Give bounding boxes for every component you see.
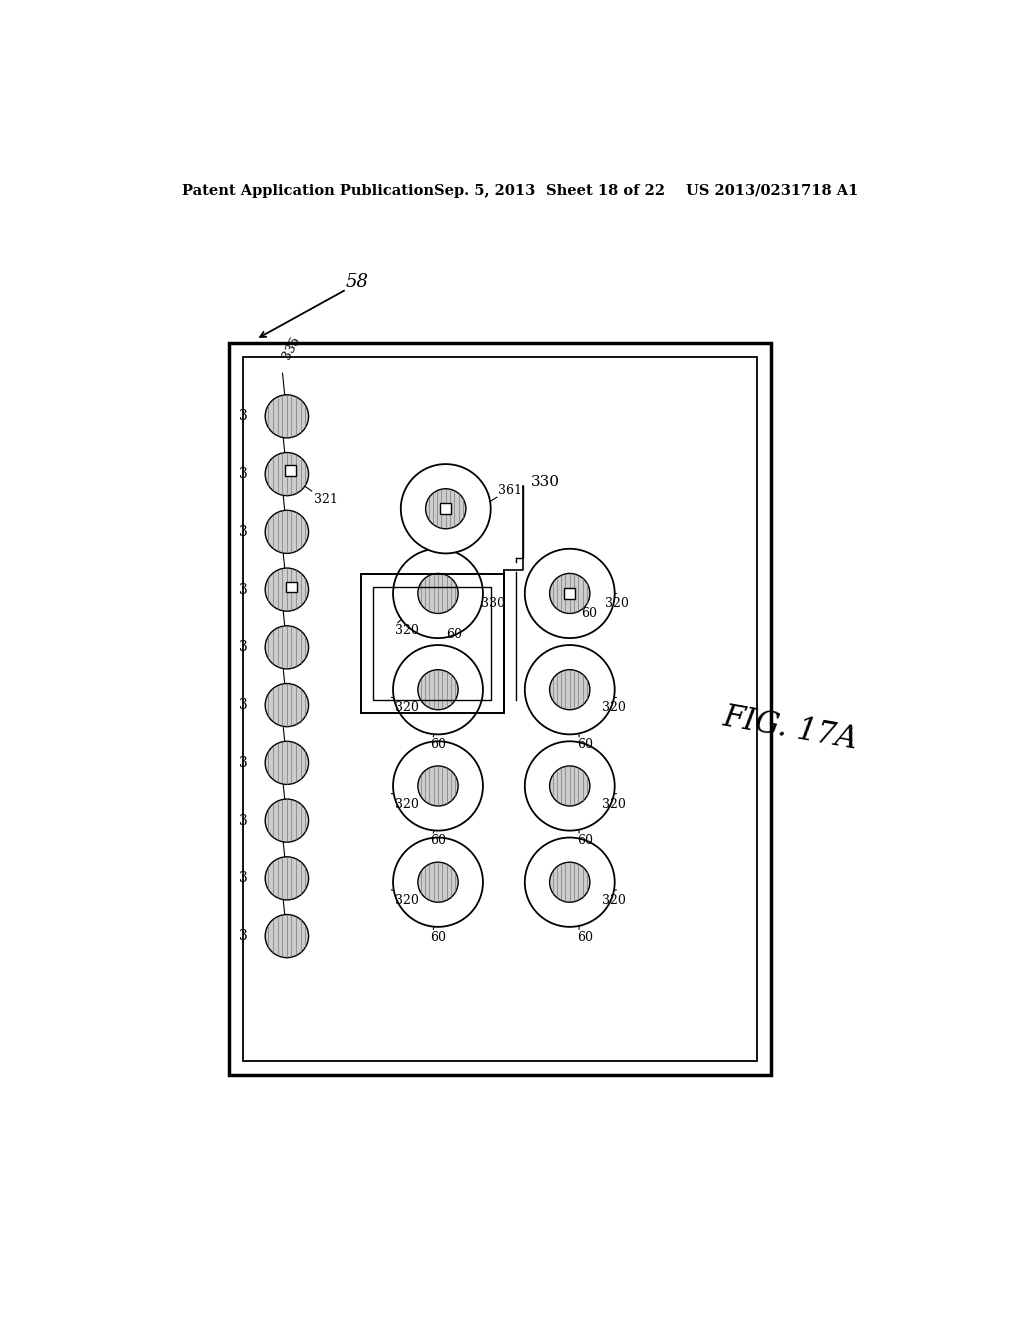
Text: 60: 60 — [430, 931, 446, 944]
Text: 320: 320 — [395, 894, 419, 907]
Text: 335: 335 — [281, 334, 303, 362]
Text: 320: 320 — [395, 797, 419, 810]
Bar — [243, 358, 758, 1061]
Text: 335: 335 — [281, 739, 303, 766]
Circle shape — [550, 573, 590, 614]
Circle shape — [265, 857, 308, 900]
Circle shape — [393, 742, 483, 830]
Circle shape — [265, 511, 308, 553]
Text: 3: 3 — [240, 871, 248, 886]
Text: Sep. 5, 2013: Sep. 5, 2013 — [434, 183, 536, 198]
Circle shape — [265, 626, 308, 669]
Text: 3: 3 — [240, 640, 248, 655]
Circle shape — [524, 742, 614, 830]
Circle shape — [265, 395, 308, 438]
Circle shape — [550, 766, 590, 807]
Text: 60: 60 — [430, 738, 446, 751]
Text: 320: 320 — [602, 701, 626, 714]
Circle shape — [418, 862, 458, 903]
Text: 60: 60 — [578, 834, 594, 847]
Text: 321: 321 — [314, 494, 338, 507]
Text: 3: 3 — [240, 525, 248, 539]
Text: 330: 330 — [480, 597, 505, 610]
Text: 60: 60 — [582, 607, 597, 620]
Text: 335: 335 — [281, 450, 303, 478]
Text: 335: 335 — [281, 392, 303, 420]
Text: 335: 335 — [281, 854, 303, 882]
Text: 320: 320 — [602, 797, 626, 810]
Bar — [373, 586, 492, 701]
Text: 60: 60 — [430, 834, 446, 847]
Circle shape — [265, 568, 308, 611]
Text: 320: 320 — [604, 598, 629, 610]
Text: Sheet 18 of 22: Sheet 18 of 22 — [547, 183, 666, 198]
Circle shape — [393, 645, 483, 734]
Text: 3: 3 — [240, 467, 248, 480]
Text: 335: 335 — [281, 623, 303, 651]
Text: Patent Application Publication: Patent Application Publication — [182, 183, 434, 198]
Text: 320: 320 — [395, 701, 419, 714]
Circle shape — [418, 669, 458, 710]
Text: FIG. 17A: FIG. 17A — [721, 701, 860, 755]
Bar — [440, 503, 452, 515]
Text: 3: 3 — [240, 409, 248, 424]
Text: 60: 60 — [445, 628, 462, 642]
Text: 60: 60 — [578, 738, 594, 751]
Text: 3: 3 — [240, 756, 248, 770]
Circle shape — [418, 573, 458, 614]
Circle shape — [524, 838, 614, 927]
Bar — [286, 465, 296, 475]
Bar — [564, 589, 575, 599]
Circle shape — [418, 766, 458, 807]
Circle shape — [393, 838, 483, 927]
Circle shape — [265, 799, 308, 842]
Circle shape — [550, 669, 590, 710]
Text: 58: 58 — [345, 273, 368, 290]
Circle shape — [393, 549, 483, 638]
Circle shape — [550, 862, 590, 903]
Text: 320: 320 — [602, 894, 626, 907]
Text: 361: 361 — [499, 484, 522, 498]
Text: 335: 335 — [281, 681, 303, 708]
Text: 3: 3 — [240, 582, 248, 597]
Circle shape — [265, 684, 308, 726]
Circle shape — [400, 465, 490, 553]
Circle shape — [265, 915, 308, 958]
Bar — [228, 343, 771, 1074]
Text: 3: 3 — [240, 698, 248, 711]
Circle shape — [524, 549, 614, 638]
Text: 335: 335 — [281, 565, 303, 593]
Circle shape — [426, 488, 466, 529]
Bar — [287, 582, 297, 591]
Text: 330: 330 — [531, 475, 560, 488]
Circle shape — [265, 453, 308, 496]
Text: 335: 335 — [281, 508, 303, 535]
Text: 3: 3 — [240, 813, 248, 828]
Text: 3: 3 — [240, 929, 248, 942]
Text: 320: 320 — [395, 624, 419, 638]
Circle shape — [265, 742, 308, 784]
Text: US 2013/0231718 A1: US 2013/0231718 A1 — [686, 183, 858, 198]
Bar — [360, 574, 504, 713]
Text: 335: 335 — [281, 796, 303, 824]
Circle shape — [524, 645, 614, 734]
Text: 60: 60 — [578, 931, 594, 944]
